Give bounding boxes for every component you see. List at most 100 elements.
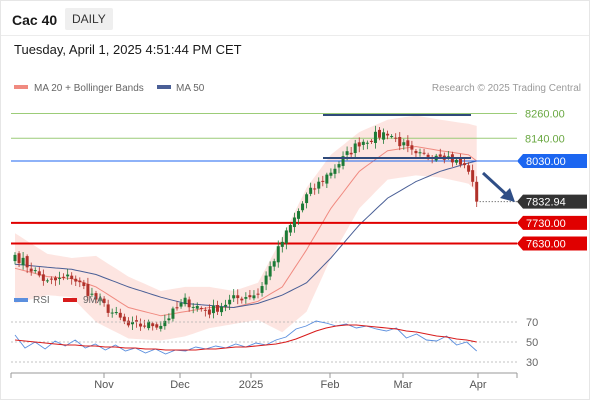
candle-up xyxy=(252,295,256,299)
current-price-label: 7832.94 xyxy=(526,197,566,209)
x-axis-tick-label: Nov xyxy=(94,379,114,391)
candle-down xyxy=(410,145,414,150)
candle-up xyxy=(45,280,49,282)
candle-up xyxy=(163,320,167,327)
support-price-tag xyxy=(517,236,587,251)
candle-up xyxy=(292,217,296,228)
period-button[interactable]: DAILY xyxy=(65,8,113,30)
candle-down xyxy=(106,304,110,313)
candle-up xyxy=(454,159,458,163)
candle-down xyxy=(459,158,462,165)
candle-up xyxy=(232,295,236,299)
bollinger-band-area xyxy=(15,115,477,341)
resistance-price-label: 8030.00 xyxy=(526,156,566,168)
candle-up xyxy=(418,152,422,154)
rsi-panel: 70 50 30 xyxy=(11,317,538,369)
candle-down xyxy=(122,316,126,322)
candle-down xyxy=(175,307,179,309)
candle-down xyxy=(199,307,203,309)
candle-down xyxy=(203,309,207,311)
candle-down xyxy=(187,299,191,308)
candle-down xyxy=(438,154,442,157)
candle-down xyxy=(236,295,240,299)
rsi-line xyxy=(14,320,478,355)
chart-header: Cac 40 DAILY xyxy=(1,1,589,36)
candle-up xyxy=(183,297,187,305)
candle-down xyxy=(25,256,29,268)
candle-down xyxy=(37,271,41,276)
x-axis-tick-label: Dec xyxy=(170,379,190,391)
candle-up xyxy=(402,142,406,146)
rsi-legend-swatch xyxy=(14,298,28,302)
price-tag-layer: 8260.00 8140.00 8030.00 7832.94 7730.00 7630.… xyxy=(517,109,587,251)
candle-up xyxy=(159,325,163,329)
x-axis-tick-label: Feb xyxy=(321,379,340,391)
candle-down xyxy=(54,277,57,281)
candle-down xyxy=(313,188,317,190)
x-axis-tick-label: Mar xyxy=(394,379,413,391)
target-level-label: 8260.00 xyxy=(525,109,565,121)
candle-down xyxy=(475,181,479,202)
candle-down xyxy=(70,275,74,280)
candle-up xyxy=(288,225,292,233)
candle-up xyxy=(301,203,305,211)
ma50-line xyxy=(14,160,477,309)
candle-down xyxy=(369,140,373,142)
candle-up xyxy=(220,306,224,313)
candle-down xyxy=(74,278,78,282)
candle-down xyxy=(240,298,244,301)
forecast-arrow-shaft xyxy=(481,171,509,197)
candle-down xyxy=(207,309,211,315)
x-axis: Nov Dec 2025 Feb Mar Apr xyxy=(10,373,518,391)
rsi-tick-label: 70 xyxy=(526,317,538,329)
candle-down xyxy=(414,150,418,154)
candle-down xyxy=(102,298,106,304)
candle-up xyxy=(333,168,337,174)
rsi-ma-line xyxy=(14,324,477,351)
candle-up xyxy=(345,151,349,155)
candle-up xyxy=(33,270,37,272)
candle-down xyxy=(126,320,130,326)
candle-down xyxy=(82,282,86,287)
candle-down xyxy=(321,180,325,182)
candle-down xyxy=(349,152,353,155)
candle-down xyxy=(471,170,475,182)
candle-up xyxy=(361,141,365,145)
candle-up xyxy=(179,302,183,307)
candle-down xyxy=(398,137,402,147)
candle-up xyxy=(171,308,175,319)
support-price-label: 7630.00 xyxy=(526,239,566,251)
candle-up xyxy=(325,174,329,184)
resistance-price-tag xyxy=(517,153,587,168)
candle-down xyxy=(41,274,45,281)
watermark: Research © 2025 Trading Central xyxy=(432,83,581,94)
candle-up xyxy=(341,156,345,166)
candle-up xyxy=(280,241,284,247)
candle-up xyxy=(191,306,195,308)
candle-up xyxy=(110,312,114,314)
candle-down xyxy=(118,312,122,318)
candle-down xyxy=(248,295,252,298)
candle-up xyxy=(195,305,199,309)
x-axis-tick-label: 2025 xyxy=(239,379,263,391)
candle-up xyxy=(66,274,70,277)
candle-down xyxy=(78,280,82,283)
candle-up xyxy=(58,277,62,279)
candle-down xyxy=(386,133,390,136)
candle-up xyxy=(90,293,94,295)
candle-up xyxy=(365,142,369,144)
candle-up xyxy=(228,299,232,305)
candle-up xyxy=(297,211,300,219)
candle-down xyxy=(17,253,21,264)
candle-up xyxy=(284,230,288,244)
candle-up xyxy=(98,298,102,300)
rsi-legend-label: RSI xyxy=(33,295,50,306)
candle-down xyxy=(357,142,361,147)
support-price-tag xyxy=(517,215,587,230)
candle-down xyxy=(426,154,430,157)
candle-up xyxy=(130,321,134,325)
candle-up xyxy=(329,172,333,176)
rsi-ma-legend-label: 9MA xyxy=(83,295,104,306)
